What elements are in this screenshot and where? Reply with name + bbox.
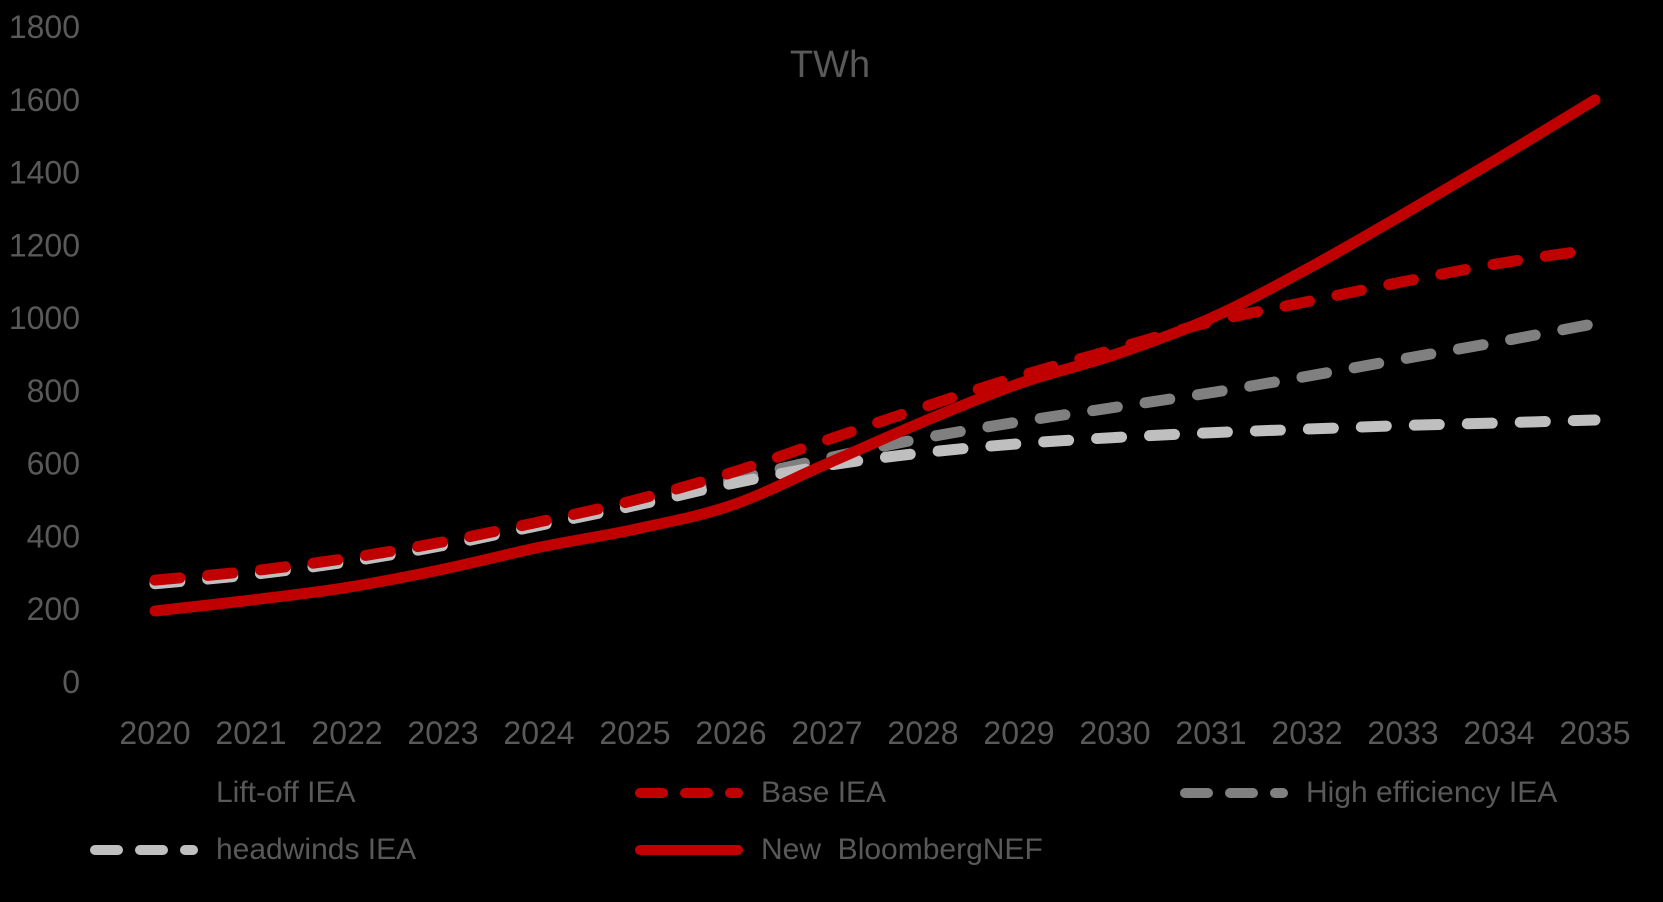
y-axis-tick-label: 600 [27,446,80,482]
chart-title: TWh [790,44,870,86]
x-axis-tick-label: 2034 [1463,715,1534,751]
x-axis-tick-label: 2035 [1559,715,1630,751]
y-axis-tick-label: 1600 [9,82,80,118]
x-axis-tick-label: 2022 [311,715,382,751]
series-line-headwinds-iea [149,414,1601,590]
series-line-new-bloombergnef [149,94,1601,617]
y-axis-tick-label: 800 [27,373,80,409]
x-axis-tick-label: 2025 [599,715,670,751]
y-axis-tick-label: 1400 [9,155,80,191]
x-axis-tick-label: 2020 [119,715,190,751]
x-axis-tick-label: 2030 [1079,715,1150,751]
x-axis-tick-label: 2027 [791,715,862,751]
y-axis-tick-label: 1800 [9,9,80,45]
x-axis-tick-label: 2026 [695,715,766,751]
y-axis-tick-label: 1200 [9,227,80,263]
x-axis-tick-label: 2033 [1367,715,1438,751]
x-axis-tick-label: 2028 [887,715,958,751]
x-axis-tick-label: 2029 [983,715,1054,751]
y-axis-tick-label: 200 [27,591,80,627]
y-axis-tick-label: 400 [27,518,80,554]
series-line-high-efficiency-iea [149,318,1601,588]
x-axis-tick-label: 2023 [407,715,478,751]
x-axis-tick-label: 2021 [215,715,286,751]
y-axis-tick-label: 0 [62,664,80,700]
x-axis-tick-label: 2024 [503,715,574,751]
x-axis-tick-label: 2032 [1271,715,1342,751]
series-line-base-iea [149,243,1601,586]
x-axis-tick-label: 2031 [1175,715,1246,751]
y-axis-tick-label: 1000 [9,300,80,336]
